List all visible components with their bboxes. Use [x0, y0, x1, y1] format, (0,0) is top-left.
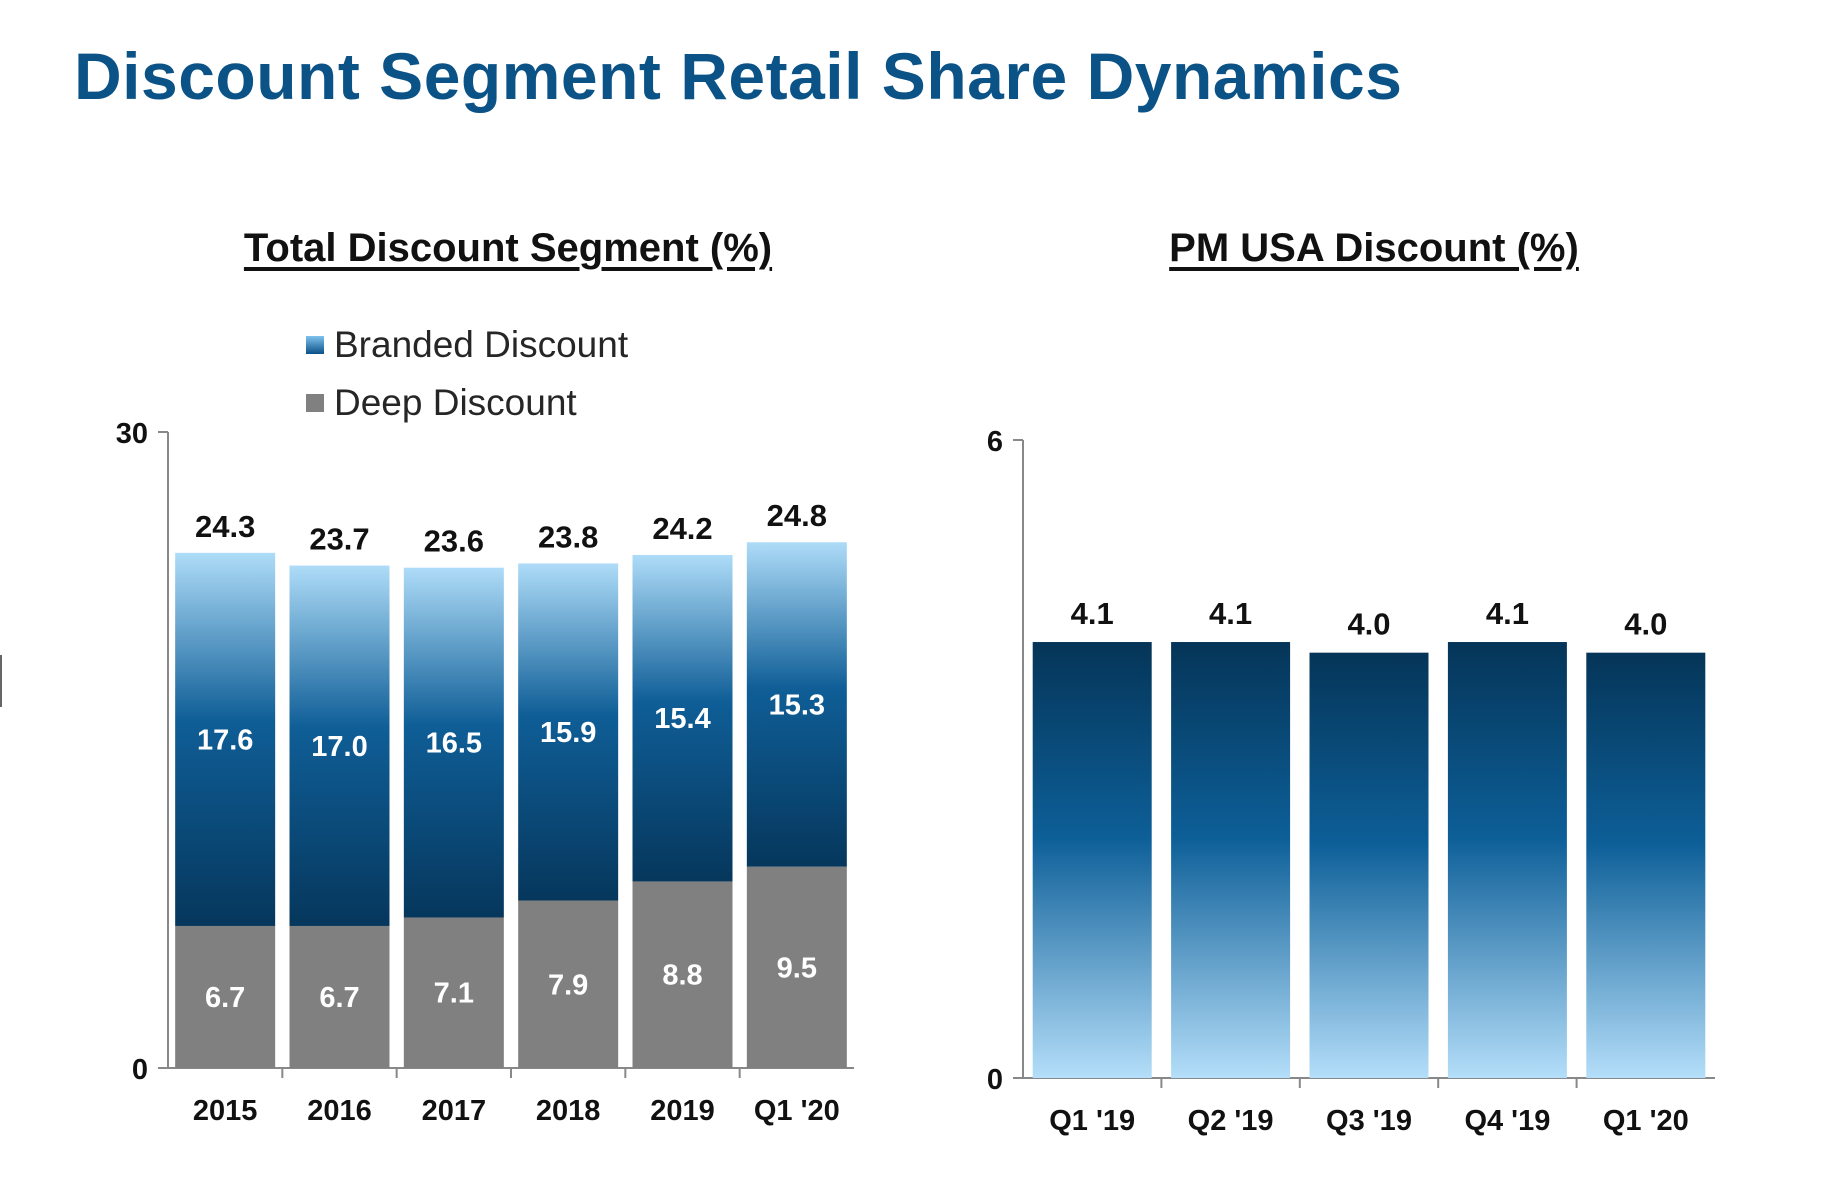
bar-deep-discount — [632, 881, 733, 1068]
data-label-value: 4.1 — [1486, 596, 1529, 631]
data-label-branded: 16.5 — [426, 728, 482, 760]
page-title: Discount Segment Retail Share Dynamics — [74, 39, 1403, 113]
bar-branded-discount — [746, 542, 847, 867]
x-tick-label: Q1 '20 — [754, 1095, 840, 1127]
bar-pm-usa-discount — [1032, 642, 1152, 1078]
x-tick-label: 2016 — [307, 1095, 372, 1127]
bar-deep-discount — [746, 866, 847, 1068]
data-label-total: 24.3 — [195, 509, 255, 544]
x-tick-label: 2018 — [536, 1095, 601, 1127]
data-label-value: 4.0 — [1347, 607, 1390, 642]
data-label-value: 4.0 — [1624, 607, 1667, 642]
y-tick-label: 6 — [987, 426, 1003, 458]
legend: Branded Discount Deep Discount — [306, 316, 628, 432]
x-tick-label: 2015 — [193, 1095, 258, 1127]
bar-branded-discount — [403, 567, 504, 918]
data-label-deep: 9.5 — [777, 952, 817, 984]
data-label-total: 23.7 — [309, 522, 369, 557]
bar-branded-discount — [518, 563, 619, 901]
y-tick-label: 30 — [116, 418, 148, 450]
data-label-deep: 8.8 — [662, 960, 702, 992]
bar-deep-discount — [175, 925, 276, 1068]
legend-label-deep: Deep Discount — [334, 382, 577, 423]
chart-title-pm-usa-discount: PM USA Discount (%) — [1169, 226, 1579, 270]
data-label-branded: 17.0 — [311, 731, 367, 763]
data-label-branded: 15.3 — [769, 689, 825, 721]
data-label-deep: 7.9 — [548, 969, 588, 1001]
legend-swatch-branded — [306, 336, 324, 354]
data-label-total: 23.8 — [538, 519, 598, 554]
x-tick-label: Q2 '19 — [1188, 1105, 1274, 1137]
chart-title-total-discount: Total Discount Segment (%) — [243, 226, 773, 270]
bar-pm-usa-discount — [1447, 642, 1567, 1078]
data-label-value: 4.1 — [1071, 596, 1114, 631]
data-label-deep: 6.7 — [205, 982, 245, 1014]
bar-branded-discount — [175, 552, 276, 926]
pm-usa-discount-chart: 0 6 4.1 Q1 '19 4.1 Q2 '19 4.0 Q3 '19 4.1 Q4 '19 4.… — [987, 426, 1715, 1137]
x-tick-label: 2017 — [422, 1095, 487, 1127]
data-label-value: 4.1 — [1209, 596, 1252, 631]
data-label-branded: 17.6 — [197, 724, 253, 756]
y-tick-label: 0 — [987, 1064, 1003, 1096]
data-label-total: 24.8 — [767, 498, 827, 533]
data-label-total: 23.6 — [424, 524, 484, 559]
legend-swatch-deep — [306, 394, 324, 412]
bar-deep-discount — [518, 900, 619, 1068]
legend-item-branded-discount: Branded Discount — [306, 316, 628, 374]
bar-branded-discount — [289, 565, 390, 926]
data-label-branded: 15.4 — [654, 703, 710, 735]
bar-pm-usa-discount — [1309, 652, 1429, 1078]
legend-label-branded: Branded Discount — [334, 324, 629, 365]
bar-deep-discount — [403, 917, 504, 1068]
legend-item-deep-discount: Deep Discount — [306, 374, 628, 432]
x-tick-label: Q1 '20 — [1603, 1105, 1689, 1137]
bar-branded-discount — [632, 554, 733, 882]
data-label-deep: 6.7 — [319, 982, 359, 1014]
side-divider — [0, 655, 2, 707]
bar-deep-discount — [289, 925, 390, 1068]
bar-pm-usa-discount — [1586, 652, 1706, 1078]
x-tick-label: Q4 '19 — [1464, 1105, 1550, 1137]
total-discount-chart: 0 30 6.7 17.6 24.3 2015 6.7 17.0 23.7 2016 7.1 16.5… — [116, 418, 854, 1127]
data-label-branded: 15.9 — [540, 717, 596, 749]
y-tick-label: 0 — [132, 1054, 148, 1086]
data-label-total: 24.2 — [652, 511, 712, 546]
data-label-deep: 7.1 — [434, 978, 474, 1010]
x-tick-label: Q1 '19 — [1049, 1105, 1135, 1137]
x-tick-label: 2019 — [650, 1095, 715, 1127]
x-tick-label: Q3 '19 — [1326, 1105, 1412, 1137]
bar-pm-usa-discount — [1171, 642, 1291, 1078]
